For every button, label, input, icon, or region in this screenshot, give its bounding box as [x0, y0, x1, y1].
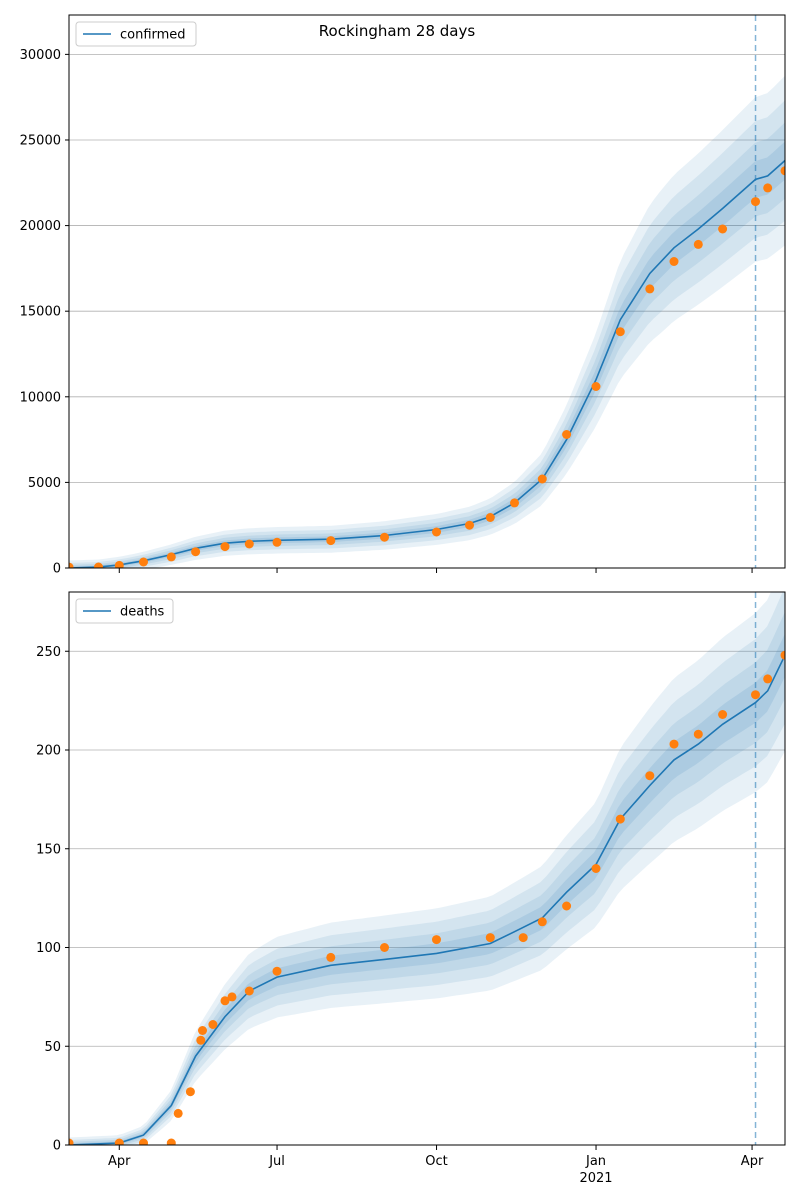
data-point [645, 284, 655, 294]
data-point [380, 532, 389, 542]
data-point [669, 257, 679, 266]
data-point [166, 552, 176, 562]
uncertainty-band [69, 100, 785, 568]
data-point [198, 1026, 207, 1035]
data-point [518, 933, 528, 943]
data-point [191, 547, 201, 557]
data-point [562, 430, 572, 439]
data-point [780, 166, 785, 176]
axes-frame [68, 14, 786, 569]
data-point [227, 992, 237, 1002]
data-point [485, 513, 495, 522]
data-point [220, 542, 230, 552]
uncertainty-band [69, 592, 785, 1145]
y-tick-label: 0 [53, 562, 61, 577]
data-point [591, 864, 601, 873]
data-point [510, 498, 519, 508]
x-tick-label: Oct [425, 1154, 447, 1169]
data-point [114, 560, 124, 568]
x-tick-label: Jan [585, 1154, 606, 1169]
data-point [718, 224, 728, 234]
data-point [94, 562, 103, 568]
y-tick-label: 30000 [20, 48, 61, 63]
data-point [693, 239, 703, 249]
data-point [751, 690, 760, 700]
data-point [751, 197, 760, 207]
data-point [220, 996, 230, 1006]
legend-label: confirmed [120, 28, 186, 43]
x-tick-sublabel: 2021 [579, 1171, 612, 1186]
data-point [615, 327, 625, 337]
data-point [763, 183, 773, 193]
data-point [562, 901, 572, 911]
data-point [272, 966, 282, 976]
y-tick-label: 150 [36, 842, 61, 857]
y-tick-label: 5000 [28, 476, 61, 491]
x-tick-label: Apr [741, 1154, 764, 1169]
data-point [465, 520, 474, 530]
legend: confirmed [75, 21, 197, 47]
x-tick-label: Jul [268, 1154, 285, 1169]
data-point [780, 650, 785, 660]
data-point [272, 537, 282, 547]
legend: deaths [75, 598, 174, 624]
data-point [139, 1138, 148, 1145]
data-point [537, 474, 547, 484]
data-point [185, 1087, 195, 1097]
data-point [669, 739, 679, 749]
data-point [114, 1138, 124, 1145]
uncertainty-band [69, 75, 785, 568]
chart-title: Rockingham 28 days [319, 22, 476, 40]
y-tick-label: 100 [36, 941, 61, 956]
y-tick-label: 50 [44, 1040, 61, 1055]
data-point [208, 1020, 218, 1029]
data-point [763, 674, 773, 684]
y-tick-label: 10000 [20, 390, 61, 405]
data-point [485, 933, 495, 943]
data-point [432, 935, 441, 945]
data-point [166, 1138, 176, 1145]
observed-dots [69, 650, 785, 1145]
legend-box [75, 21, 197, 47]
data-point [69, 562, 74, 568]
series-line-deaths [69, 654, 785, 1145]
axes-frame [68, 591, 786, 1146]
data-point [591, 382, 601, 391]
y-tick-label: 250 [36, 645, 61, 660]
data-point [244, 539, 254, 549]
data-point [244, 986, 254, 996]
data-point [196, 1035, 206, 1045]
deaths-panel: 0 50 100 150 200 250 Apr Jul Oct Jan 2021 Apr deaths [36, 591, 786, 1186]
data-point [537, 917, 547, 927]
y-tick-label: 20000 [20, 219, 61, 234]
data-point [645, 771, 655, 781]
data-point [139, 557, 148, 567]
data-point [173, 1108, 183, 1118]
data-point [326, 536, 336, 546]
series-line-confirmed [69, 159, 785, 568]
legend-label: deaths [120, 605, 165, 620]
data-point [432, 527, 441, 537]
legend-box [75, 598, 174, 624]
uncertainty-band [69, 592, 785, 1145]
confirmed-panel: 0 5000 10000 15000 20000 25000 30000 confirmed [20, 14, 786, 577]
data-point [69, 1138, 74, 1145]
observed-dots [69, 166, 785, 568]
data-point [615, 814, 625, 824]
data-point [718, 710, 728, 719]
data-point [326, 952, 336, 962]
data-point [380, 943, 389, 952]
y-tick-label: 200 [36, 744, 61, 759]
y-tick-label: 0 [53, 1139, 61, 1154]
data-point [693, 729, 703, 739]
x-tick-label: Apr [108, 1154, 131, 1169]
y-tick-label: 15000 [20, 305, 61, 320]
y-tick-label: 25000 [20, 133, 61, 148]
